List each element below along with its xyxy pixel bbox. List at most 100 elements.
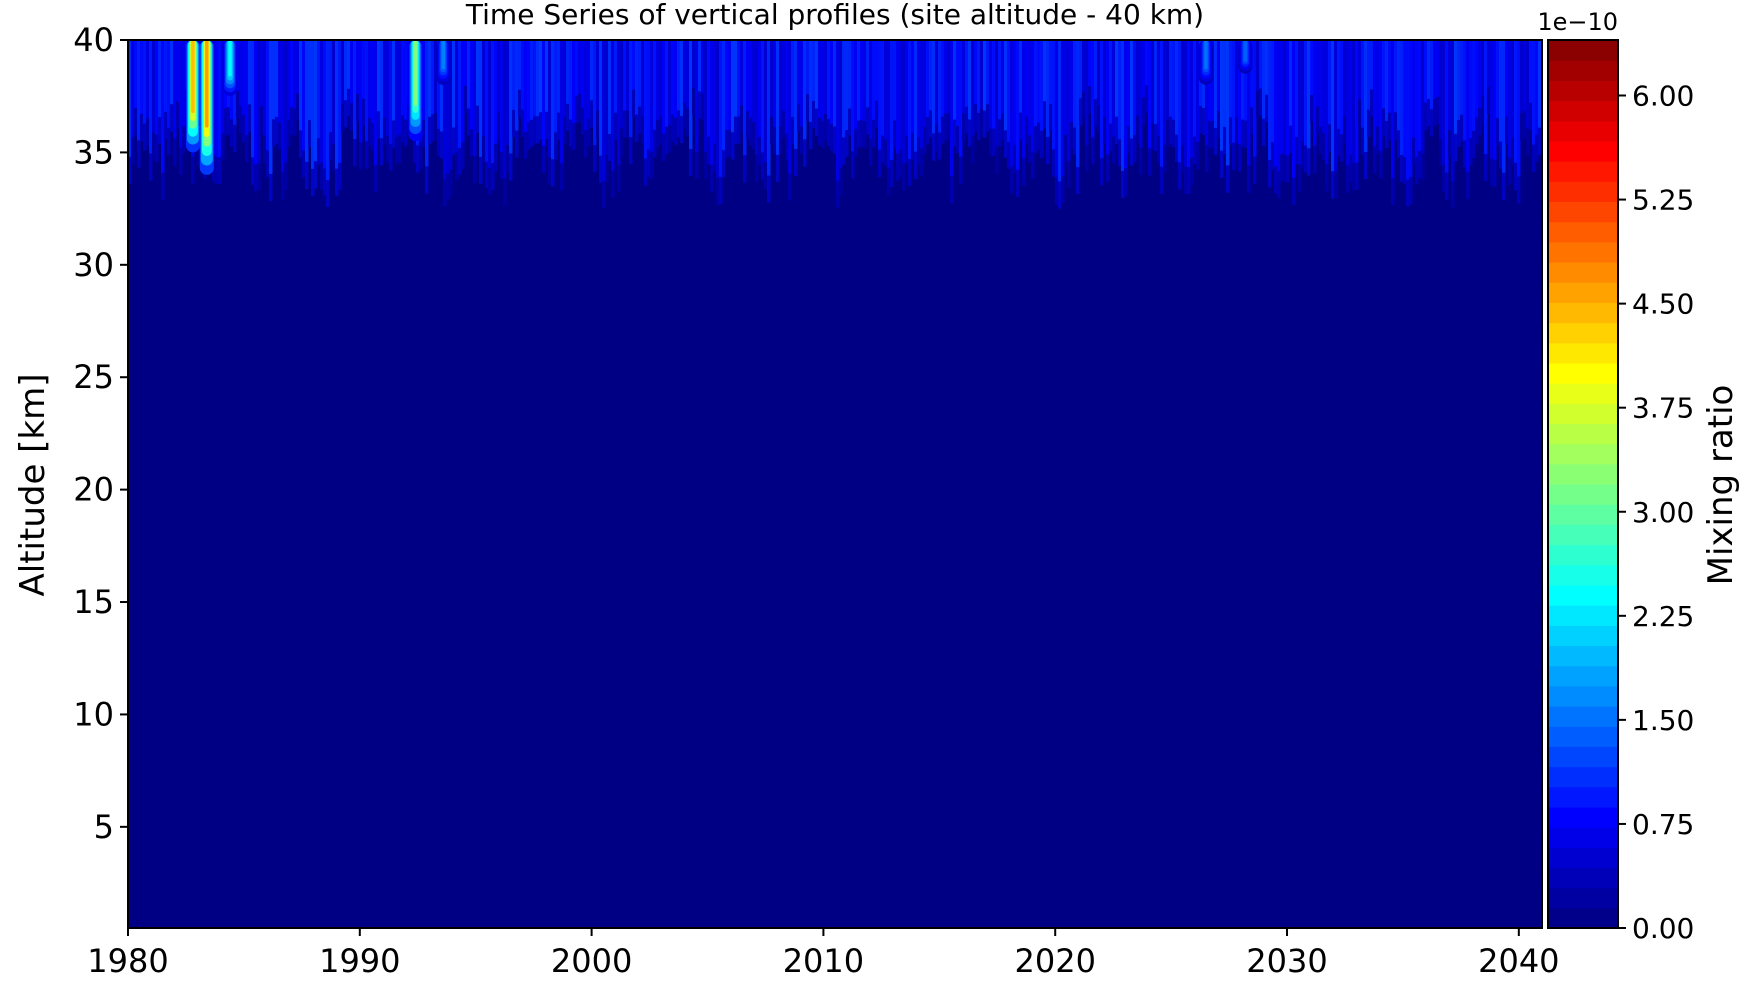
heatmap-fade [1268,160,1272,188]
heatmap-fade [803,139,807,167]
heatmap-fade [584,130,588,158]
heatmap-strip [935,40,939,152]
heatmap-features [185,40,1253,175]
heatmap-fade [794,149,798,177]
heatmap-strip [1112,40,1116,164]
heatmap-fade [1121,170,1125,198]
heatmap-strip [554,40,558,160]
heatmap-strip [812,40,816,128]
heatmap-strip [137,40,141,168]
heatmap-fade [989,128,993,156]
heatmap-fade [530,119,534,147]
heatmap-strip [1265,40,1269,122]
heatmap-strip [1382,40,1386,136]
heatmap-fade [146,118,150,146]
heatmap-strip [1337,40,1341,156]
heatmap-strip [521,40,525,137]
heatmap-strip [278,40,282,150]
heatmap-fade [506,144,510,172]
heatmap-strip [1400,40,1404,182]
colorbar-band [1548,867,1618,889]
heatmap-strip [476,40,480,133]
heatmap-fade [836,180,840,208]
heatmap-strip [500,40,504,179]
heatmap-strip [1271,40,1275,170]
heatmap-fade [545,111,549,139]
heatmap-fade [641,115,645,143]
heatmap-strip [1346,40,1350,193]
heatmap-fade [971,136,975,164]
colorbar-band [1548,342,1618,364]
heatmap-strip [1115,40,1119,144]
heatmap-fade [1097,105,1101,133]
heatmap-strip [611,40,615,198]
heatmap-fade [131,137,135,165]
heatmap-strip [281,40,285,200]
plot-frame [127,39,1543,929]
heatmap-fade [1223,126,1227,154]
heatmap-fade [1250,107,1254,135]
heatmap-strip [707,40,711,164]
heatmap-fade [779,126,783,154]
heatmap-strip [323,40,327,196]
heatmap-strip [740,40,744,133]
heatmap-fade [236,90,240,118]
heatmap-strip [587,40,591,146]
heatmap-strip [1196,40,1200,169]
heatmap-strip [773,40,777,154]
heatmap-strip [617,40,621,192]
colorbar-band [1548,484,1618,505]
heatmap-fade [536,116,540,144]
heatmap-fade [650,151,654,179]
heatmap-fade [140,114,144,141]
heatmap-strip [572,40,576,150]
colorbar-band [1548,524,1618,546]
heatmap-strip [161,40,165,200]
heatmap-fade [1226,165,1230,193]
heatmap-fade [422,119,426,147]
heatmap-fade [731,132,735,160]
y-tick-label: 10 [73,695,114,733]
heatmap-fade [1481,96,1485,124]
colorbar-band [1548,605,1618,626]
heatmap-fade [620,128,624,156]
heatmap-fade [467,108,471,136]
x-tick-label: 1980 [87,942,168,980]
heatmap-fade [1154,123,1158,151]
heatmap-strip [866,40,870,135]
heatmap-strip [623,40,627,138]
heatmap-fade [1082,91,1086,119]
heatmap-feature [413,40,418,106]
colorbar-band [1548,221,1618,243]
heatmap-fade [386,135,390,163]
heatmap-fade [788,173,792,201]
heatmap-fade [1061,175,1065,203]
heatmap-strip [1208,40,1212,148]
heatmap-strip [989,40,993,156]
heatmap-strip [380,40,384,166]
heatmap-fade [1205,144,1209,172]
heatmap-strip [776,40,780,182]
heatmap-fade [371,123,375,151]
y-tick-label: 35 [73,133,114,171]
heatmap-fade [1433,99,1437,127]
heatmap-strip [317,40,321,166]
heatmap-strip [1328,40,1332,152]
x-tick-label: 2010 [783,942,864,980]
colorbar-band [1548,827,1618,848]
heatmap-fade [1499,141,1503,169]
y-tick-label: 15 [73,583,114,621]
heatmap-strip [290,40,294,135]
heatmap-strip [179,40,183,175]
heatmap-strip [1142,40,1146,125]
heatmap-fade [722,150,726,178]
heatmap-strip [371,40,375,151]
colorbar-band [1548,383,1618,404]
heatmap-strip [1109,40,1113,151]
heatmap-strip [1019,40,1023,140]
heatmap-strip [434,40,438,141]
heatmap-strip [257,40,261,191]
heatmap-strip [827,40,831,147]
heatmap-fade [1487,86,1491,114]
heatmap-fade [746,111,750,139]
